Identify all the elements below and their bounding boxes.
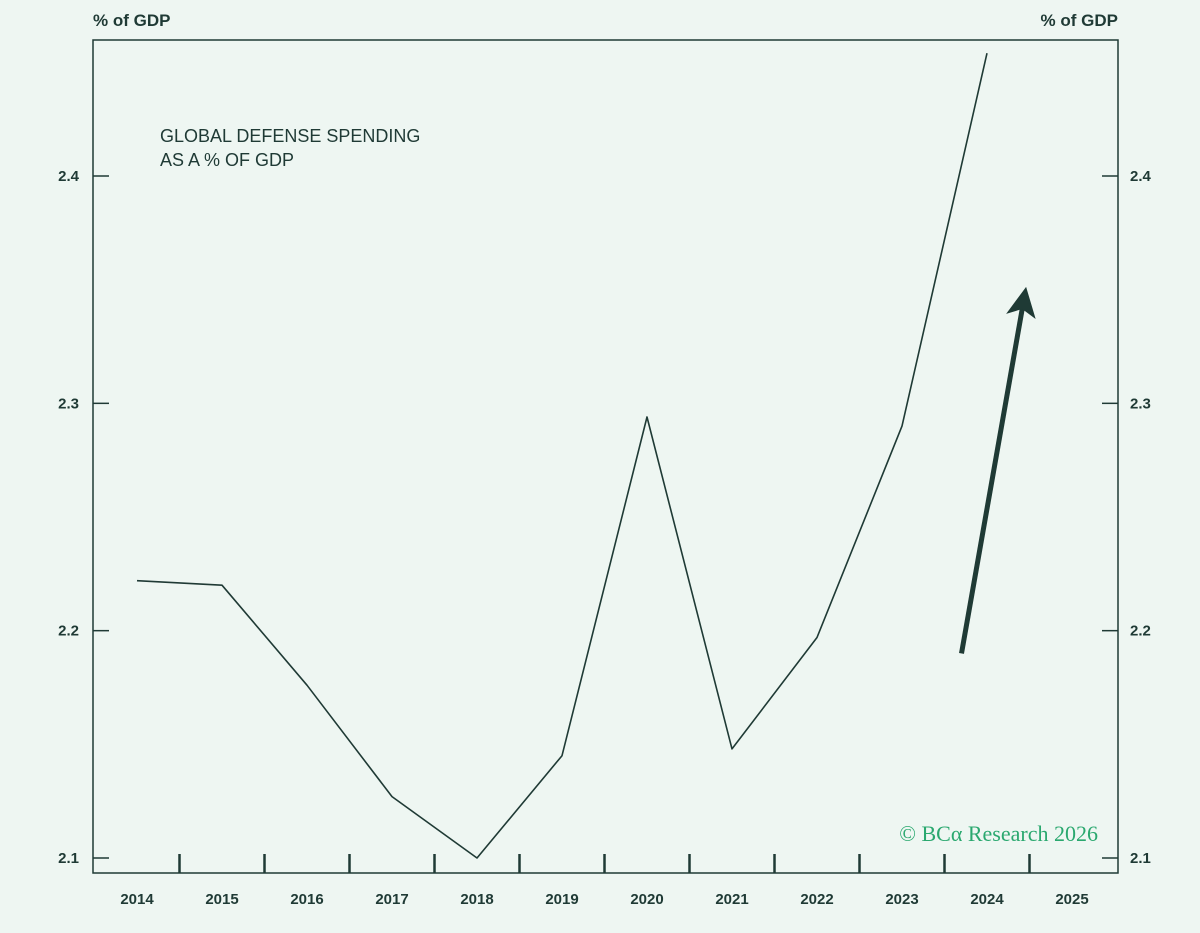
x-tick-label: 2016 (290, 891, 323, 908)
x-tick-label: 2023 (885, 891, 918, 908)
chart-title-line-2: AS A % OF GDP (160, 150, 294, 170)
right-y-tick-label: 2.1 (1130, 850, 1151, 867)
x-tick-label: 2017 (375, 891, 408, 908)
x-tick-label: 2020 (630, 891, 663, 908)
chart-title-line-1: GLOBAL DEFENSE SPENDING (160, 126, 420, 146)
x-tick-label: 2024 (970, 891, 1004, 908)
x-tick-label: 2022 (800, 891, 833, 908)
x-tick-label: 2025 (1055, 891, 1088, 908)
left-y-tick-label: 2.3 (58, 395, 79, 412)
right-axis-unit: % of GDP (1041, 11, 1118, 30)
x-tick-label: 2014 (120, 891, 154, 908)
left-y-axis: 2.1 2.2 2.3 2.4 (58, 168, 109, 867)
left-axis-unit: % of GDP (93, 11, 170, 30)
right-y-tick-label: 2.3 (1130, 395, 1151, 412)
x-axis: 2014 2015 2016 2017 2018 2019 2020 2021 2022 2023… (120, 854, 1089, 908)
x-tick-label: 2018 (460, 891, 493, 908)
x-tick-label: 2021 (715, 891, 748, 908)
copyright-text: © BCα Research 2026 (899, 821, 1098, 846)
right-y-axis: 2.1 2.2 2.3 2.4 (1102, 168, 1152, 867)
left-y-tick-label: 2.4 (58, 168, 80, 185)
right-y-tick-label: 2.2 (1130, 623, 1151, 640)
x-tick-label: 2019 (545, 891, 578, 908)
series-line (136, 53, 988, 859)
trend-arrow (959, 286, 1036, 654)
x-tick-label: 2015 (205, 891, 238, 908)
left-y-tick-label: 2.2 (58, 623, 79, 640)
right-y-tick-label: 2.4 (1130, 168, 1152, 185)
left-y-tick-label: 2.1 (58, 850, 79, 867)
